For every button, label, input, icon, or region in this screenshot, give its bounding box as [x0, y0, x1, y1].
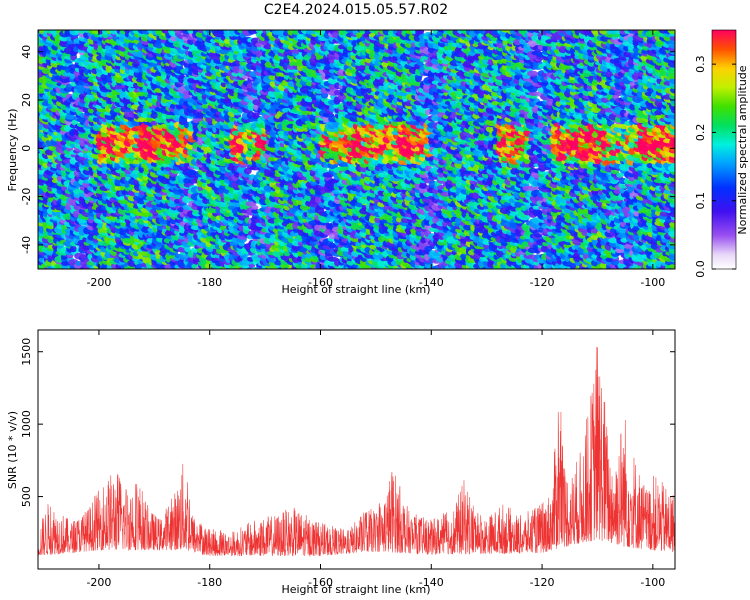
chart-title: C2E4.2024.015.05.57.R02	[264, 2, 448, 18]
spectrogram-cell	[69, 245, 77, 253]
spectrogram-cell	[79, 253, 87, 259]
spectrogram-cell	[61, 185, 68, 191]
spectrogram-cell	[41, 68, 51, 74]
spectrogram-cells	[38, 30, 675, 269]
spectrogram-cell	[251, 205, 259, 210]
